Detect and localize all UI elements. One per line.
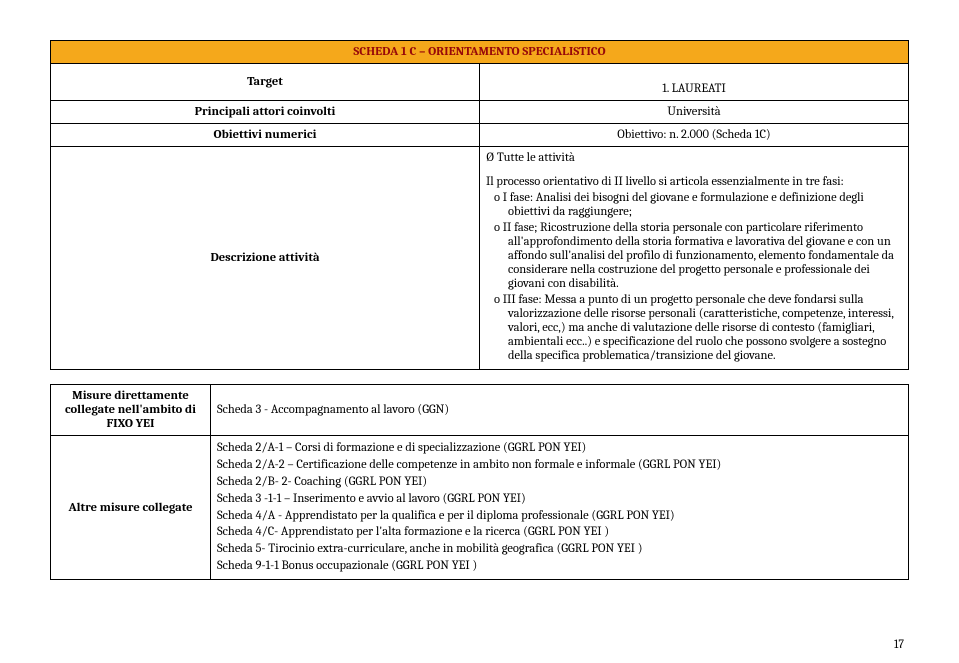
- other-measure-item: Scheda 3 -1-1 – Inserimento e avvio al l…: [217, 491, 902, 508]
- scheda-upper-table: SCHEDA 1 C – ORIENTAMENTO SPECIALISTICO …: [50, 40, 909, 370]
- direct-measures-label: Misure direttamente collegate nell'ambit…: [51, 385, 211, 436]
- desc-phase-3: o III fase: Messa a punto di un progetto…: [508, 293, 902, 363]
- description-label: Descrizione attività: [51, 147, 480, 370]
- desc-line-main: Il processo orientativo di II livello si…: [486, 175, 902, 189]
- other-measure-item: Scheda 2/A-2 – Certificazione delle comp…: [217, 457, 902, 474]
- table-title: SCHEDA 1 C – ORIENTAMENTO SPECIALISTICO: [51, 41, 909, 64]
- description-content: Ø Tutte le attività Il processo orientat…: [480, 147, 909, 370]
- scheda-lower-table: Misure direttamente collegate nell'ambit…: [50, 384, 909, 580]
- other-measure-item: Scheda 4/A - Apprendistato per la qualif…: [217, 508, 902, 525]
- desc-phase-1: o I fase: Analisi dei bisogni del giovan…: [508, 191, 902, 219]
- numeric-label: Obiettivi numerici: [51, 124, 480, 147]
- other-measure-item: Scheda 9-1-1 Bonus occupazionale (GGRL P…: [217, 558, 902, 575]
- target-label: Target: [51, 64, 480, 101]
- page-number: 17: [894, 637, 904, 651]
- other-measure-item: Scheda 5- Tirocinio extra-curriculare, a…: [217, 541, 902, 558]
- actors-value: Università: [480, 101, 909, 124]
- actors-label: Principali attori coinvolti: [51, 101, 480, 124]
- other-measures-label: Altre misure collegate: [51, 436, 211, 580]
- other-measure-item: Scheda 2/B- 2- Coaching (GGRL PON YEI): [217, 474, 902, 491]
- desc-phase-2: o II fase; Ricostruzione della storia pe…: [508, 221, 902, 291]
- target-value: 1. LAUREATI: [480, 64, 909, 101]
- numeric-value: Obiettivo: n. 2.000 (Scheda 1C): [480, 124, 909, 147]
- other-measures-list: Scheda 2/A-1 – Corsi di formazione e di …: [211, 436, 909, 580]
- direct-measures-value: Scheda 3 - Accompagnamento al lavoro (GG…: [211, 385, 909, 436]
- desc-intro: Ø Tutte le attività: [486, 151, 902, 165]
- other-measure-item: Scheda 4/C- Apprendistato per l'alta for…: [217, 524, 902, 541]
- other-measure-item: Scheda 2/A-1 – Corsi di formazione e di …: [217, 440, 902, 457]
